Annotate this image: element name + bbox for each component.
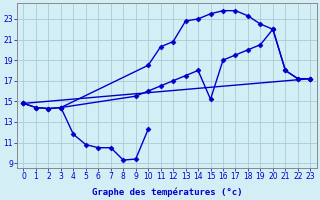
X-axis label: Graphe des températures (°c): Graphe des températures (°c) [92, 187, 242, 197]
